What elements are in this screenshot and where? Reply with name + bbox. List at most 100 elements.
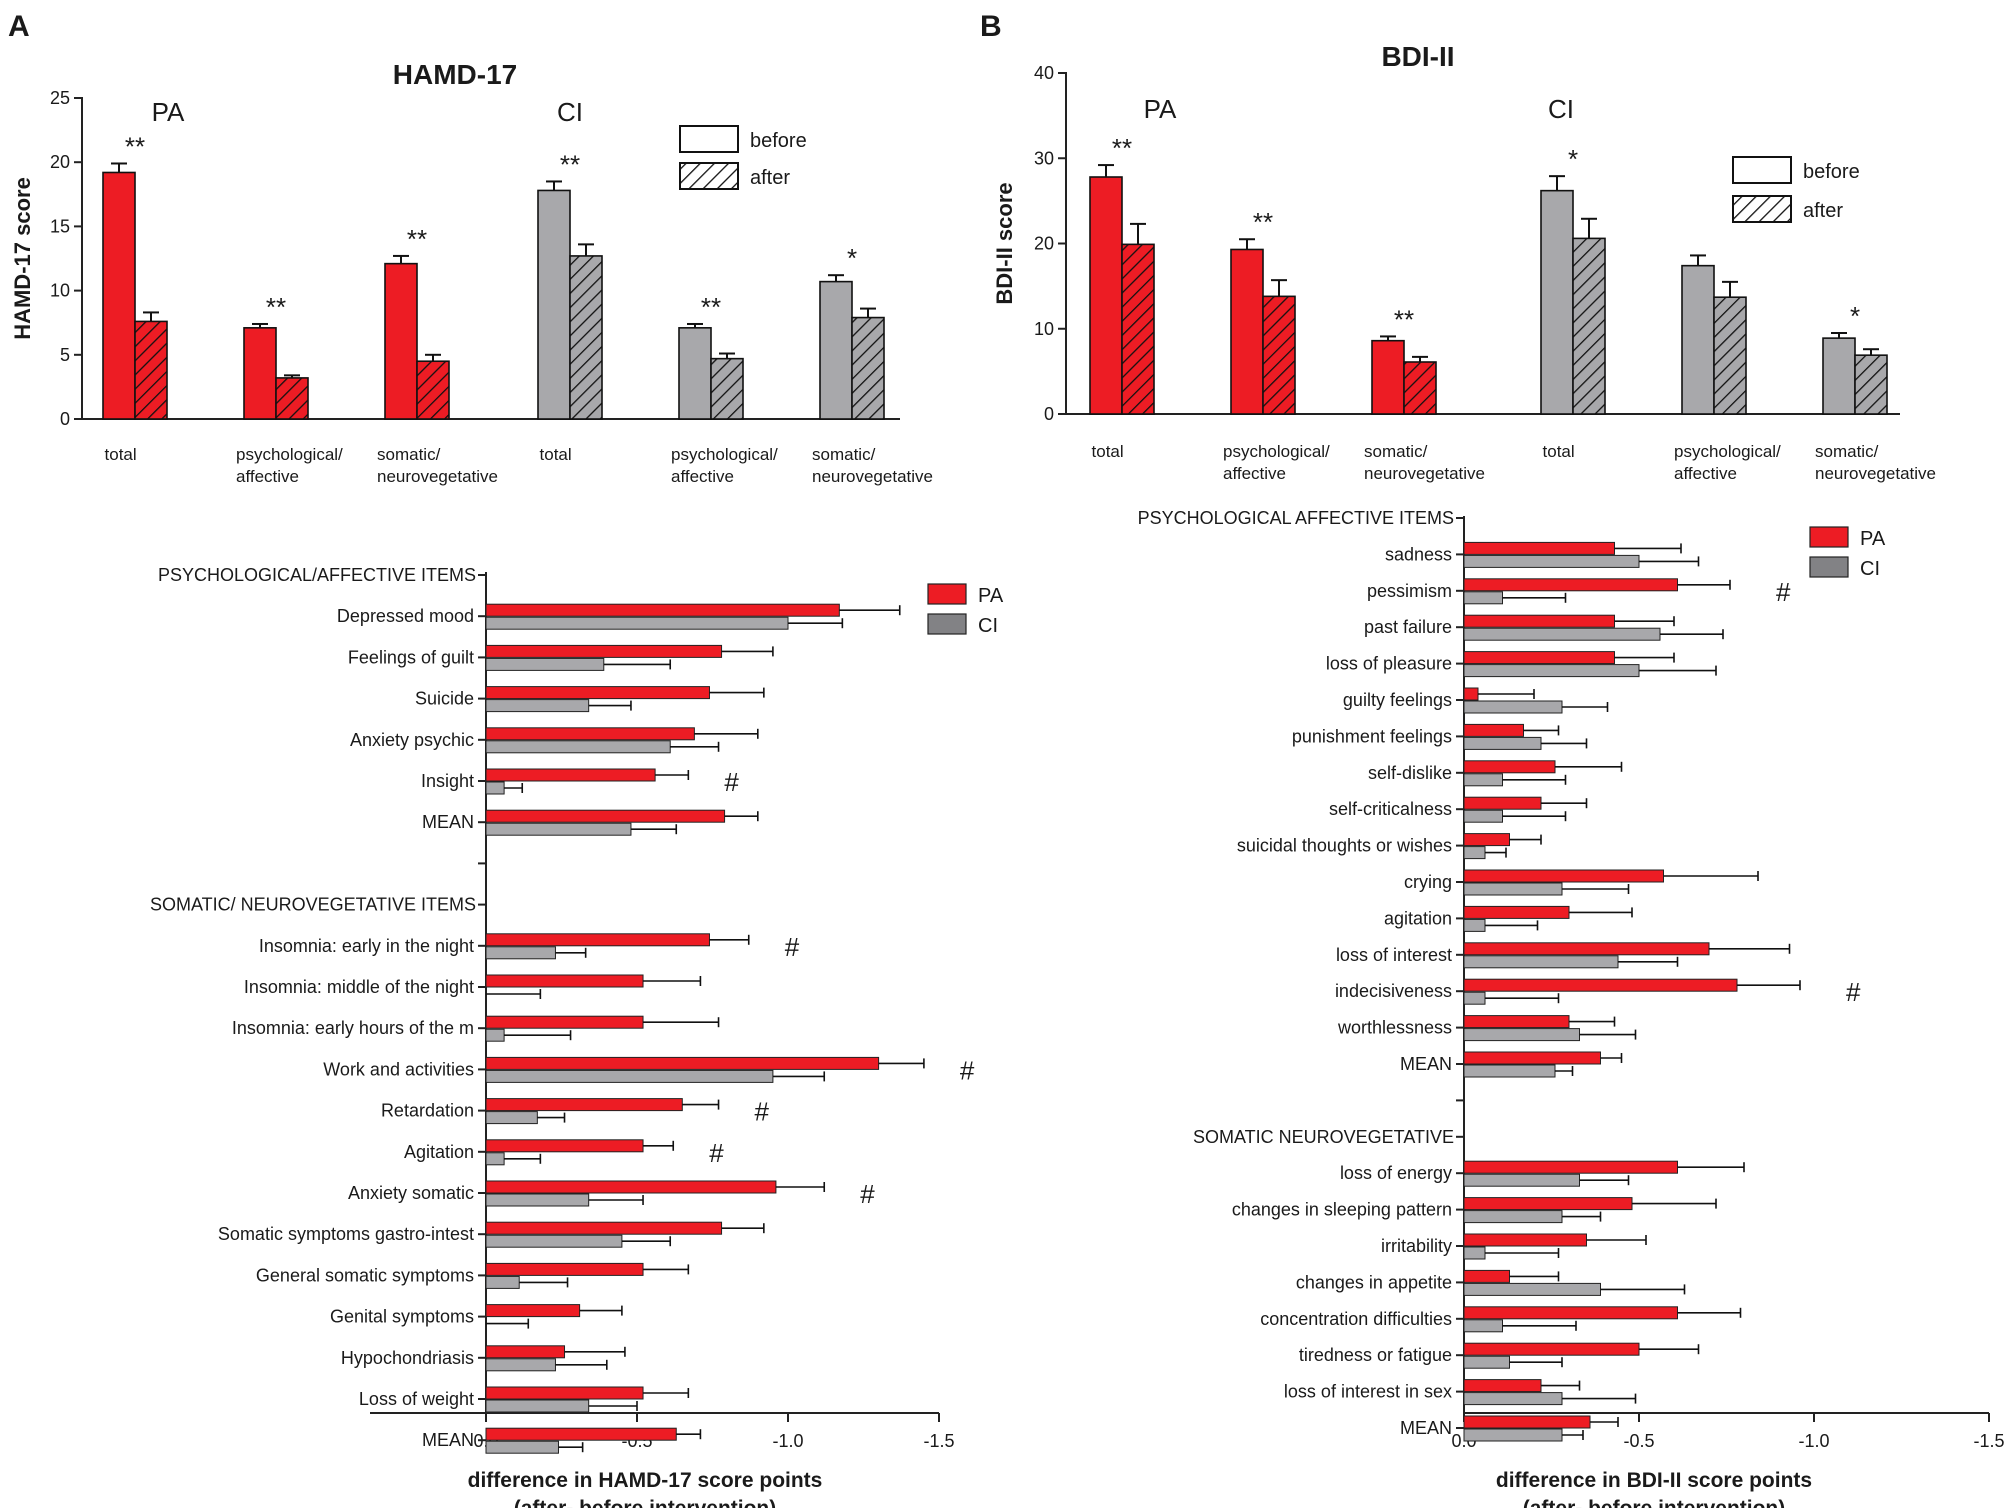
bar-ci-before-0 [537,189,571,420]
y-tick-label: 5 [60,345,70,365]
item-label: punishment feelings [1292,726,1452,746]
bar-pa [1463,760,1556,774]
bar-ci-after-1 [710,357,744,420]
item-label: Insomnia: middle of the night [244,977,474,997]
item-label: MEAN [422,1430,474,1450]
significance-marker: * [847,243,857,273]
bar-pa [1463,942,1710,956]
legend-label-after: after [1803,200,1843,222]
bar-pa [1463,1415,1591,1429]
bar-ci [1463,627,1661,641]
item-label: suicidal thoughts or wishes [1237,836,1452,856]
item-label: loss of pleasure [1326,654,1452,674]
item-label: changes in appetite [1296,1272,1452,1292]
y-tick-label: 15 [50,216,70,236]
group-label-pa: PA [152,97,185,127]
bar-pa-after-1 [275,377,309,420]
item-label: Suicide [415,689,474,709]
category-label: somatic/neurovegetative [812,445,933,486]
y-tick-label: 0 [1044,404,1054,424]
bar-pa [1463,541,1615,555]
category-label: somatic/neurovegetative [1364,442,1485,483]
significance-marker: ** [1394,304,1414,334]
bar-ci-after-0 [1572,237,1606,415]
x-tick-label: -1.0 [1798,1431,1829,1451]
chart-title: HAMD-17 [393,59,517,90]
bar-pa [485,974,644,988]
item-label: Insomnia: early hours of the m [232,1018,474,1038]
bar-ci-before-1 [1681,264,1715,415]
bar-pa [485,1015,644,1029]
group-label-ci: CI [1548,94,1574,124]
bar-ci [1463,1064,1556,1078]
legend-swatch-ci [927,613,967,635]
item-label: Insight [421,771,474,791]
bar-pa [1463,1233,1587,1247]
bar-ci-before-2 [1822,337,1856,415]
bar-ci [1463,955,1619,969]
bar-pa [485,644,723,658]
bar-pa [1463,723,1524,737]
bar-ci [485,1440,559,1454]
section-heading: PSYCHOLOGICAL AFFECTIVE ITEMS [1138,508,1454,528]
bar-ci [1463,991,1486,1005]
x-axis-subtitle: (after- before intervention) [1523,1497,1786,1508]
bar-pa [1463,1015,1570,1029]
item-label: Anxiety somatic [348,1183,474,1203]
item-label: loss of energy [1340,1163,1452,1183]
bar-pa [1463,1306,1678,1320]
bar-ci [485,1234,623,1248]
bar-ci [485,822,632,836]
x-tick-label: -0.5 [1623,1431,1654,1451]
bar-ci [1463,591,1503,605]
category-label: total [540,445,572,464]
legend-label-pa: PA [978,585,1004,607]
significance-marker: ** [560,149,580,179]
bar-ci [1463,1028,1580,1042]
bar-ci [1463,554,1640,568]
significance-marker: # [785,932,800,962]
x-axis-title: difference in BDI-II score points [1496,1469,1812,1492]
bar-ci [1463,809,1503,823]
significance-marker: # [724,767,739,797]
x-tick-label: -1.0 [772,1431,803,1451]
item-label: self-dislike [1368,763,1452,783]
item-label: Loss of weight [359,1389,474,1409]
bar-pa [485,1345,566,1359]
bar-ci [1463,1246,1486,1260]
panel-letter-b: B [980,10,1002,43]
bar-ci [1463,1173,1580,1187]
item-label: MEAN [422,812,474,832]
bar-ci [1463,1319,1503,1333]
bar-pa-before-2 [1371,339,1405,415]
group-label-ci: CI [557,97,583,127]
bar-pa [485,1221,723,1235]
bar-ci [1463,1428,1563,1442]
bar-pa [485,1139,644,1153]
bar-ci [485,616,789,630]
legend-label-pa: PA [1860,528,1886,550]
significance-marker: ** [266,292,286,322]
item-label: past failure [1364,617,1452,637]
bar-ci [1463,1392,1563,1406]
bar-ci [1463,700,1563,714]
y-axis-label: HAMD-17 score [10,177,35,340]
item-label: Hypochondriasis [341,1348,474,1368]
bar-pa [485,1427,677,1441]
bar-pa [1463,578,1678,592]
significance-marker: # [1846,977,1861,1007]
bar-ci [1463,1282,1601,1296]
bar-pa [485,1262,644,1276]
bar-pa [485,727,695,741]
bar-ci [1463,1210,1563,1224]
item-label: Work and activities [323,1059,474,1079]
y-tick-label: 10 [1034,319,1054,339]
legend-swatch-after [1732,195,1792,223]
category-label: total [1543,442,1575,461]
bar-ci-after-1 [1713,296,1747,415]
bar-pa [1463,869,1664,883]
bar-ci [1463,882,1563,896]
bar-ci-before-0 [1540,189,1574,415]
bar-pa-after-0 [134,320,168,420]
